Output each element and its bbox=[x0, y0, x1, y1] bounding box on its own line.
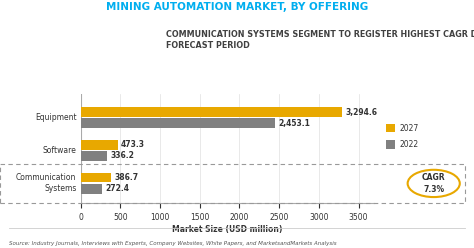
Text: 2,453.1: 2,453.1 bbox=[278, 119, 310, 128]
Bar bbox=[81, 151, 107, 161]
Text: 2022: 2022 bbox=[400, 140, 419, 149]
Bar bbox=[81, 184, 102, 193]
Text: 473.3: 473.3 bbox=[121, 140, 145, 149]
Bar bbox=[81, 118, 275, 128]
Text: CAGR
7.3%: CAGR 7.3% bbox=[422, 173, 446, 194]
Text: MINING AUTOMATION MARKET, BY OFFERING: MINING AUTOMATION MARKET, BY OFFERING bbox=[106, 2, 368, 12]
Text: 3,294.6: 3,294.6 bbox=[345, 108, 377, 117]
Text: 336.2: 336.2 bbox=[110, 152, 134, 160]
Text: 386.7: 386.7 bbox=[114, 173, 138, 182]
Text: COMMUNICATION SYSTEMS SEGMENT TO REGISTER HIGHEST CAGR DURING
FORECAST PERIOD: COMMUNICATION SYSTEMS SEGMENT TO REGISTE… bbox=[166, 30, 474, 50]
Bar bbox=[81, 140, 118, 150]
Text: 272.4: 272.4 bbox=[105, 184, 129, 193]
Text: Source: Industry Journals, Interviews with Experts, Company Websites, White Pape: Source: Industry Journals, Interviews wi… bbox=[9, 241, 337, 246]
X-axis label: Market Size (USD million): Market Size (USD million) bbox=[173, 225, 283, 234]
Text: 2027: 2027 bbox=[400, 124, 419, 133]
Bar bbox=[81, 107, 342, 117]
Bar bbox=[81, 173, 111, 183]
